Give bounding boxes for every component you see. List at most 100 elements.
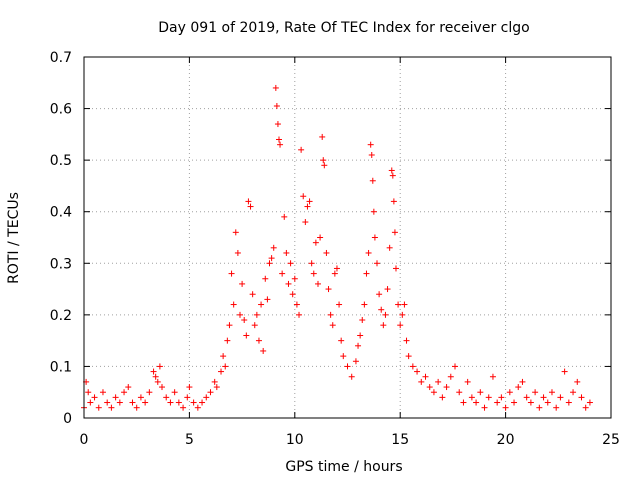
data-point <box>464 378 471 385</box>
data-point <box>329 322 336 329</box>
data-point <box>502 404 509 411</box>
data-point <box>401 301 408 308</box>
data-point <box>220 353 227 360</box>
data-point <box>367 141 374 148</box>
data-point <box>333 265 340 272</box>
data-point <box>523 394 530 401</box>
data-point <box>570 389 577 396</box>
data-point <box>234 249 241 256</box>
data-point <box>359 317 366 324</box>
data-point <box>194 404 201 411</box>
y-tick-label: 0 <box>63 411 72 427</box>
data-point <box>361 301 368 308</box>
data-point <box>104 399 111 406</box>
data-point <box>331 270 338 277</box>
data-point <box>226 322 233 329</box>
data-point <box>272 84 279 91</box>
data-point <box>336 301 343 308</box>
data-point <box>211 378 218 385</box>
data-point <box>245 198 252 205</box>
data-point <box>222 363 229 370</box>
data-point <box>253 311 260 318</box>
data-point <box>515 384 522 391</box>
data-point <box>260 347 267 354</box>
data-point <box>443 384 450 391</box>
data-point <box>418 378 425 385</box>
data-point <box>586 399 593 406</box>
data-point <box>399 311 406 318</box>
data-point <box>352 358 359 365</box>
data-point <box>154 378 161 385</box>
data-point <box>91 394 98 401</box>
grid-lines <box>84 57 611 418</box>
data-point <box>473 399 480 406</box>
data-point <box>498 394 505 401</box>
data-point <box>314 280 321 287</box>
data-point <box>230 301 237 308</box>
data-point <box>376 291 383 298</box>
data-point <box>378 306 385 313</box>
data-point <box>228 270 235 277</box>
x-tick-label: 10 <box>286 432 304 448</box>
data-point <box>485 394 492 401</box>
data-point <box>489 373 496 380</box>
data-point <box>389 172 396 179</box>
data-point <box>163 394 170 401</box>
data-point <box>370 208 377 215</box>
data-point <box>236 311 243 318</box>
data-point <box>112 394 119 401</box>
y-tick-label: 0.4 <box>50 205 72 221</box>
x-tick-label: 20 <box>497 432 515 448</box>
data-point <box>435 378 442 385</box>
data-point <box>374 260 381 267</box>
data-point <box>304 203 311 210</box>
data-point <box>325 286 332 293</box>
data-point <box>317 234 324 241</box>
data-point <box>468 394 475 401</box>
data-point <box>582 404 589 411</box>
data-point <box>137 394 144 401</box>
data-point <box>414 368 421 375</box>
data-point <box>87 399 94 406</box>
data-point <box>116 399 123 406</box>
data-point <box>323 249 330 256</box>
data-point <box>348 373 355 380</box>
data-point <box>281 213 288 220</box>
data-point <box>277 141 284 148</box>
data-point <box>289 291 296 298</box>
data-point <box>296 311 303 318</box>
data-point <box>477 389 484 396</box>
data-point <box>224 337 231 344</box>
data-point <box>403 337 410 344</box>
y-tick-label: 0.2 <box>50 308 72 324</box>
x-tick-label: 5 <box>185 432 194 448</box>
x-tick-label: 15 <box>391 432 409 448</box>
y-tick-label: 0.1 <box>50 359 72 375</box>
data-point <box>213 384 220 391</box>
data-point <box>380 322 387 329</box>
data-point <box>365 249 372 256</box>
data-point <box>241 317 248 324</box>
y-axis-label: ROTI / TECUs <box>6 192 22 284</box>
data-point <box>243 332 250 339</box>
data-point <box>275 136 282 143</box>
data-point <box>99 389 106 396</box>
data-point <box>355 342 362 349</box>
x-tick-label: 0 <box>80 432 89 448</box>
y-tick-label: 0.5 <box>50 153 72 169</box>
data-point <box>255 337 262 344</box>
data-point <box>340 353 347 360</box>
data-point <box>95 404 102 411</box>
data-point <box>218 368 225 375</box>
data-point <box>409 363 416 370</box>
chart-title: Day 091 of 2019, Rate Of TEC Index for r… <box>158 20 529 36</box>
data-point <box>338 337 345 344</box>
data-point <box>262 275 269 282</box>
data-point <box>249 291 256 298</box>
data-point <box>85 389 92 396</box>
data-point <box>121 389 128 396</box>
data-point <box>561 368 568 375</box>
data-point <box>133 404 140 411</box>
data-point <box>247 203 254 210</box>
